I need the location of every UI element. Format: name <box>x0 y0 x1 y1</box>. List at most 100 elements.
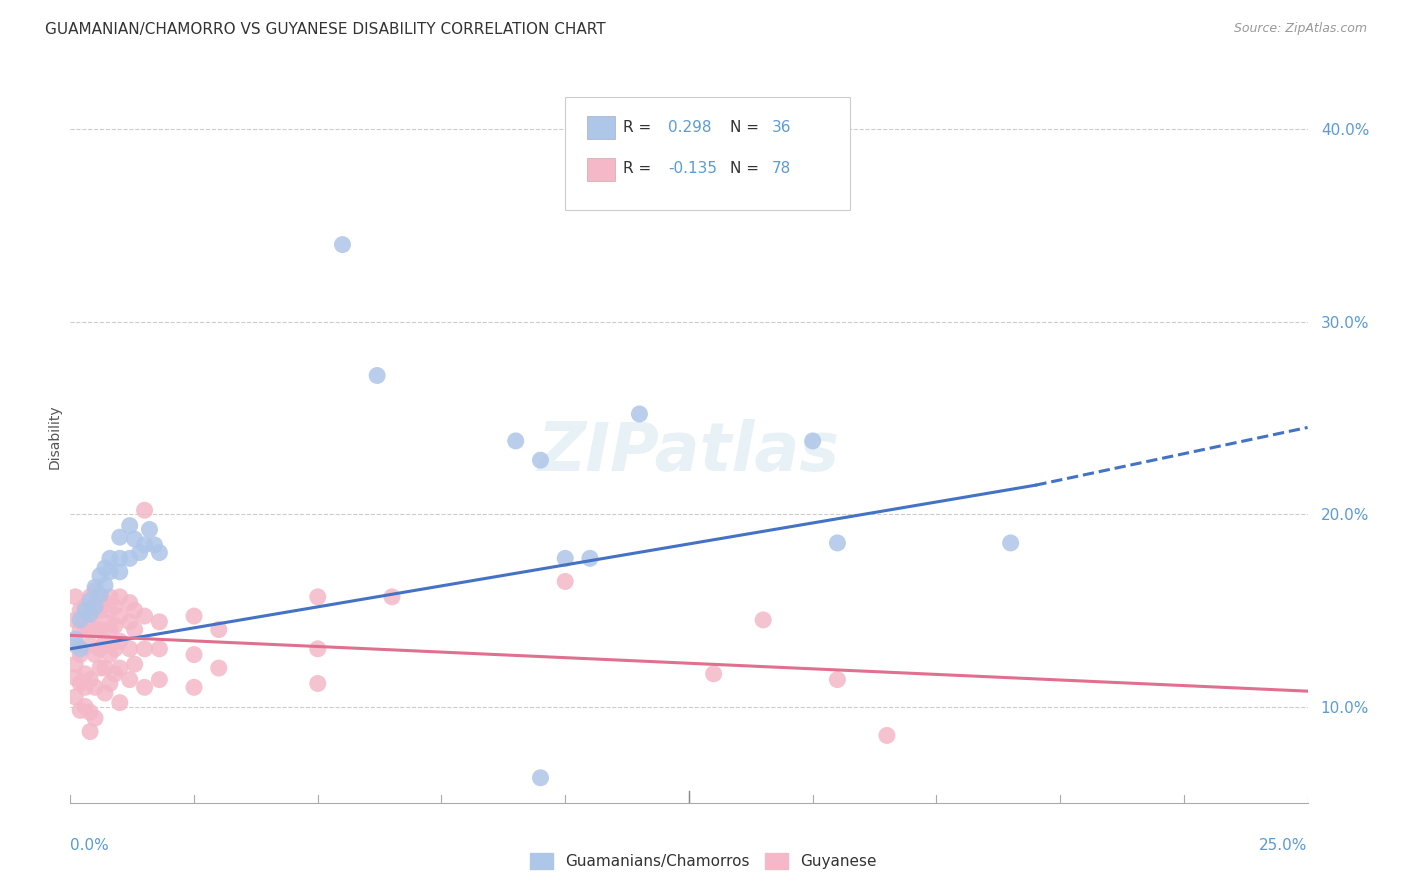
Point <box>75 666 97 681</box>
Point <box>65 638 87 652</box>
Point <box>89 641 111 656</box>
Point <box>84 648 107 662</box>
FancyBboxPatch shape <box>588 116 614 139</box>
Point <box>75 599 97 614</box>
Point <box>94 661 117 675</box>
Point <box>104 599 127 614</box>
Point <box>84 681 107 695</box>
Text: N =: N = <box>730 120 763 136</box>
Point <box>134 681 156 695</box>
Point <box>94 634 117 648</box>
Point <box>94 686 117 700</box>
Text: 36: 36 <box>772 120 792 136</box>
Text: ZIPatlas: ZIPatlas <box>538 418 839 484</box>
FancyBboxPatch shape <box>565 97 849 211</box>
Point <box>307 590 329 604</box>
Point <box>69 613 91 627</box>
Point <box>554 551 576 566</box>
Point <box>89 623 111 637</box>
Point <box>79 638 101 652</box>
Point <box>104 666 127 681</box>
Point <box>75 603 97 617</box>
Point <box>104 618 127 632</box>
Text: 0.0%: 0.0% <box>70 838 110 853</box>
Point <box>69 703 91 717</box>
Point <box>134 503 156 517</box>
Point <box>65 632 87 647</box>
Point <box>79 607 101 622</box>
Point <box>108 590 131 604</box>
Point <box>75 623 97 637</box>
Text: R =: R = <box>623 120 657 136</box>
Point <box>108 530 131 544</box>
Point <box>108 551 131 566</box>
Point <box>529 453 551 467</box>
Point <box>1000 536 1022 550</box>
Point <box>75 615 97 629</box>
FancyBboxPatch shape <box>588 158 614 181</box>
Point <box>69 676 91 690</box>
Point <box>69 641 91 656</box>
Point <box>65 657 87 672</box>
Point <box>124 657 146 672</box>
Point <box>98 623 121 637</box>
Point <box>148 615 170 629</box>
Point <box>124 532 146 546</box>
Point <box>208 661 231 675</box>
Point <box>827 536 849 550</box>
Text: GUAMANIAN/CHAMORRO VS GUYANESE DISABILITY CORRELATION CHART: GUAMANIAN/CHAMORRO VS GUYANESE DISABILIT… <box>45 22 606 37</box>
Point <box>118 551 141 566</box>
Point <box>529 771 551 785</box>
Point <box>138 523 160 537</box>
Point <box>89 590 111 604</box>
Point <box>94 615 117 629</box>
Point <box>108 634 131 648</box>
Point <box>89 568 111 582</box>
Point <box>148 545 170 559</box>
Point <box>183 648 205 662</box>
Point <box>827 673 849 687</box>
Point <box>134 641 156 656</box>
Point <box>118 615 141 629</box>
Point <box>84 711 107 725</box>
Point <box>628 407 651 421</box>
Point <box>94 561 117 575</box>
Point <box>148 641 170 656</box>
Point <box>98 565 121 579</box>
Point <box>381 590 404 604</box>
Point <box>118 518 141 533</box>
Point <box>876 728 898 742</box>
Point <box>98 551 121 566</box>
Point <box>65 690 87 704</box>
Point <box>134 538 156 552</box>
Point <box>505 434 527 448</box>
Point <box>69 648 91 662</box>
Point <box>79 724 101 739</box>
Point <box>801 434 824 448</box>
Text: -0.135: -0.135 <box>668 161 717 176</box>
Point <box>69 603 91 617</box>
Point <box>108 696 131 710</box>
Point <box>69 623 91 637</box>
Y-axis label: Disability: Disability <box>48 405 62 469</box>
Point <box>118 673 141 687</box>
Point <box>332 237 354 252</box>
Point <box>89 588 111 602</box>
Point <box>79 609 101 624</box>
Point <box>79 590 101 604</box>
Point <box>108 609 131 624</box>
Point <box>98 648 121 662</box>
Text: 0.298: 0.298 <box>668 120 711 136</box>
Legend: Guamanians/Chamorros, Guyanese: Guamanians/Chamorros, Guyanese <box>523 847 883 875</box>
Point <box>124 603 146 617</box>
Point <box>79 593 101 607</box>
Point <box>183 681 205 695</box>
Point <box>554 574 576 589</box>
Point <box>75 699 97 714</box>
Point <box>89 603 111 617</box>
Point <box>108 565 131 579</box>
Point <box>307 676 329 690</box>
Point <box>703 666 725 681</box>
Point <box>84 603 107 617</box>
Point <box>752 613 775 627</box>
